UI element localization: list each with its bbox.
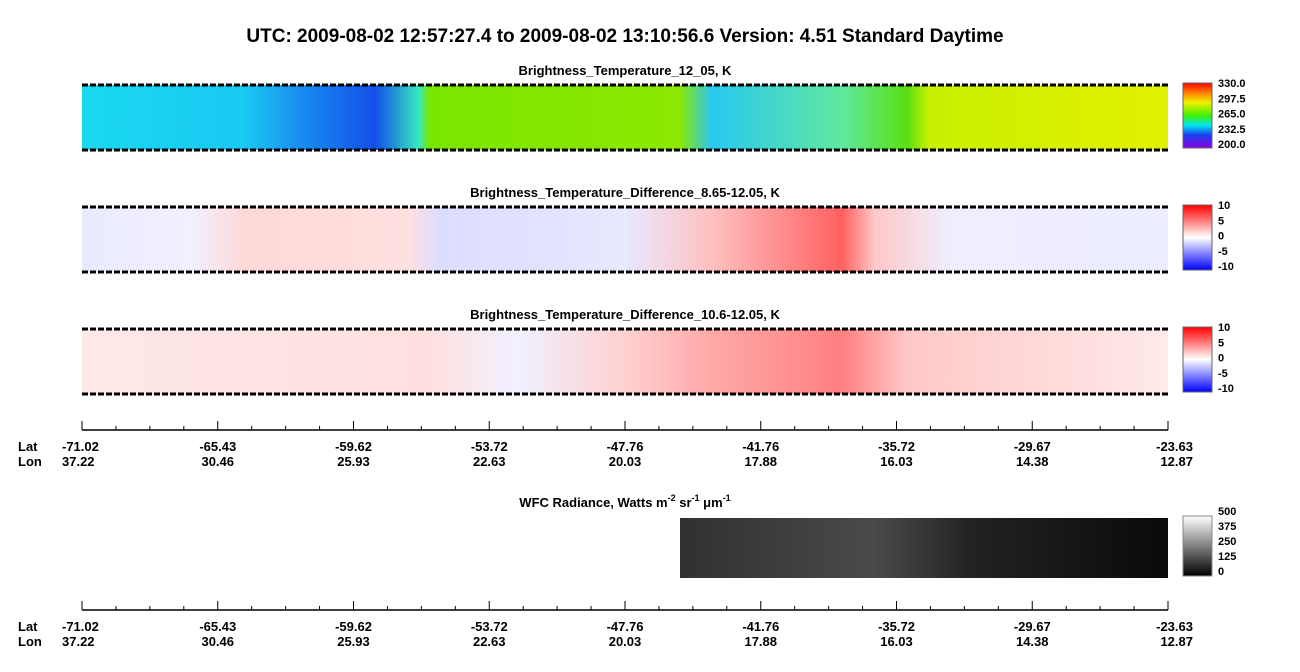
colorbar [1182,82,1213,149]
lon-label: 17.88 [744,634,777,649]
colorbar-label: 0 [1218,353,1224,365]
colorbar [1182,326,1213,393]
lat-label: -47.76 [607,439,644,454]
colorbar [1182,204,1213,271]
lat-label: -53.72 [471,439,508,454]
lat-label: -29.67 [1014,619,1051,634]
wfc-title: WFC Radiance, Watts m-2 sr-1 μm-1 [519,493,730,510]
panel-title: Brightness_Temperature_Difference_8.65-1… [470,185,780,200]
lon-label: 25.93 [337,634,370,649]
lon-label: 12.87 [1160,634,1193,649]
lon-label: 30.46 [201,634,234,649]
colorbar-label: 232.5 [1218,124,1246,136]
colorbar-label: 0 [1218,566,1224,578]
lat-label: -35.72 [878,619,915,634]
wfc-image [680,518,1168,578]
lon-label: 37.22 [62,634,95,649]
colorbar-label: 10 [1218,200,1230,212]
lat-label: -29.67 [1014,439,1051,454]
colorbar-label: 10 [1218,322,1230,334]
lat-label: -65.43 [199,439,236,454]
lon-label: 30.46 [201,454,234,469]
lon-label: 12.87 [1160,454,1193,469]
colorbar-label: 0 [1218,231,1224,243]
wfc-title-part: WFC Radiance, Watts m [519,495,667,510]
colorbar-label: 5 [1218,215,1224,227]
panel-title: Brightness_Temperature_Difference_10.6-1… [470,307,780,322]
lat-row-label: Lat [18,619,38,634]
lat-label: -47.76 [607,619,644,634]
lat-label: -59.62 [335,619,372,634]
colorbar-label: -5 [1218,368,1228,380]
colorbar [1182,515,1213,577]
lon-label: 17.88 [744,454,777,469]
colorbar-label: 250 [1218,536,1236,548]
colorbar-label: -5 [1218,246,1228,258]
colorbar-label: 330.0 [1218,78,1246,90]
colorbar-label: 297.5 [1218,93,1246,105]
lat-label: -35.72 [878,439,915,454]
wfc-title-part: -1 [723,493,731,503]
lat-label: -41.76 [742,619,779,634]
colorbar-label: 125 [1218,551,1236,563]
lon-label: 14.38 [1016,634,1049,649]
colorbar-label: -10 [1218,261,1234,273]
lon-label: 20.03 [609,634,642,649]
lon-label: 22.63 [473,454,506,469]
lat-label: -71.02 [62,439,99,454]
lon-label: 16.03 [880,454,913,469]
lon-label: 20.03 [609,454,642,469]
lat-label: -23.63 [1156,439,1193,454]
colorbar-label: -10 [1218,383,1234,395]
lon-label: 16.03 [880,634,913,649]
wfc-title-part: -1 [692,493,700,503]
panels: Brightness_Temperature_12_05, K 330.0 297.… [18,63,1246,649]
panel-image [82,329,1168,394]
lon-row-label: Lon [18,634,42,649]
lon-label: 37.22 [62,454,95,469]
colorbar-label: 265.0 [1218,109,1246,121]
panel-image [82,85,1168,150]
page-title: UTC: 2009-08-02 12:57:27.4 to 2009-08-02… [246,26,1003,47]
lon-label: 22.63 [473,634,506,649]
wfc-title-part: sr [676,495,692,510]
lat-label: -59.62 [335,439,372,454]
colorbar-label: 500 [1218,506,1236,518]
wfc-title-part: μm [700,495,723,510]
lon-row-label: Lon [18,454,42,469]
wfc-title-part: -2 [668,493,676,503]
lat-label: -71.02 [62,619,99,634]
colorbar-label: 5 [1218,337,1224,349]
lat-label: -53.72 [471,619,508,634]
lat-label: -65.43 [199,619,236,634]
colorbar-label: 375 [1218,521,1236,533]
lat-row-label: Lat [18,439,38,454]
lat-label: -41.76 [742,439,779,454]
panel-title: Brightness_Temperature_12_05, K [519,63,733,78]
colorbar-label: 200.0 [1218,139,1246,151]
lon-label: 25.93 [337,454,370,469]
lon-label: 14.38 [1016,454,1049,469]
panel-image [82,207,1168,272]
lat-label: -23.63 [1156,619,1193,634]
